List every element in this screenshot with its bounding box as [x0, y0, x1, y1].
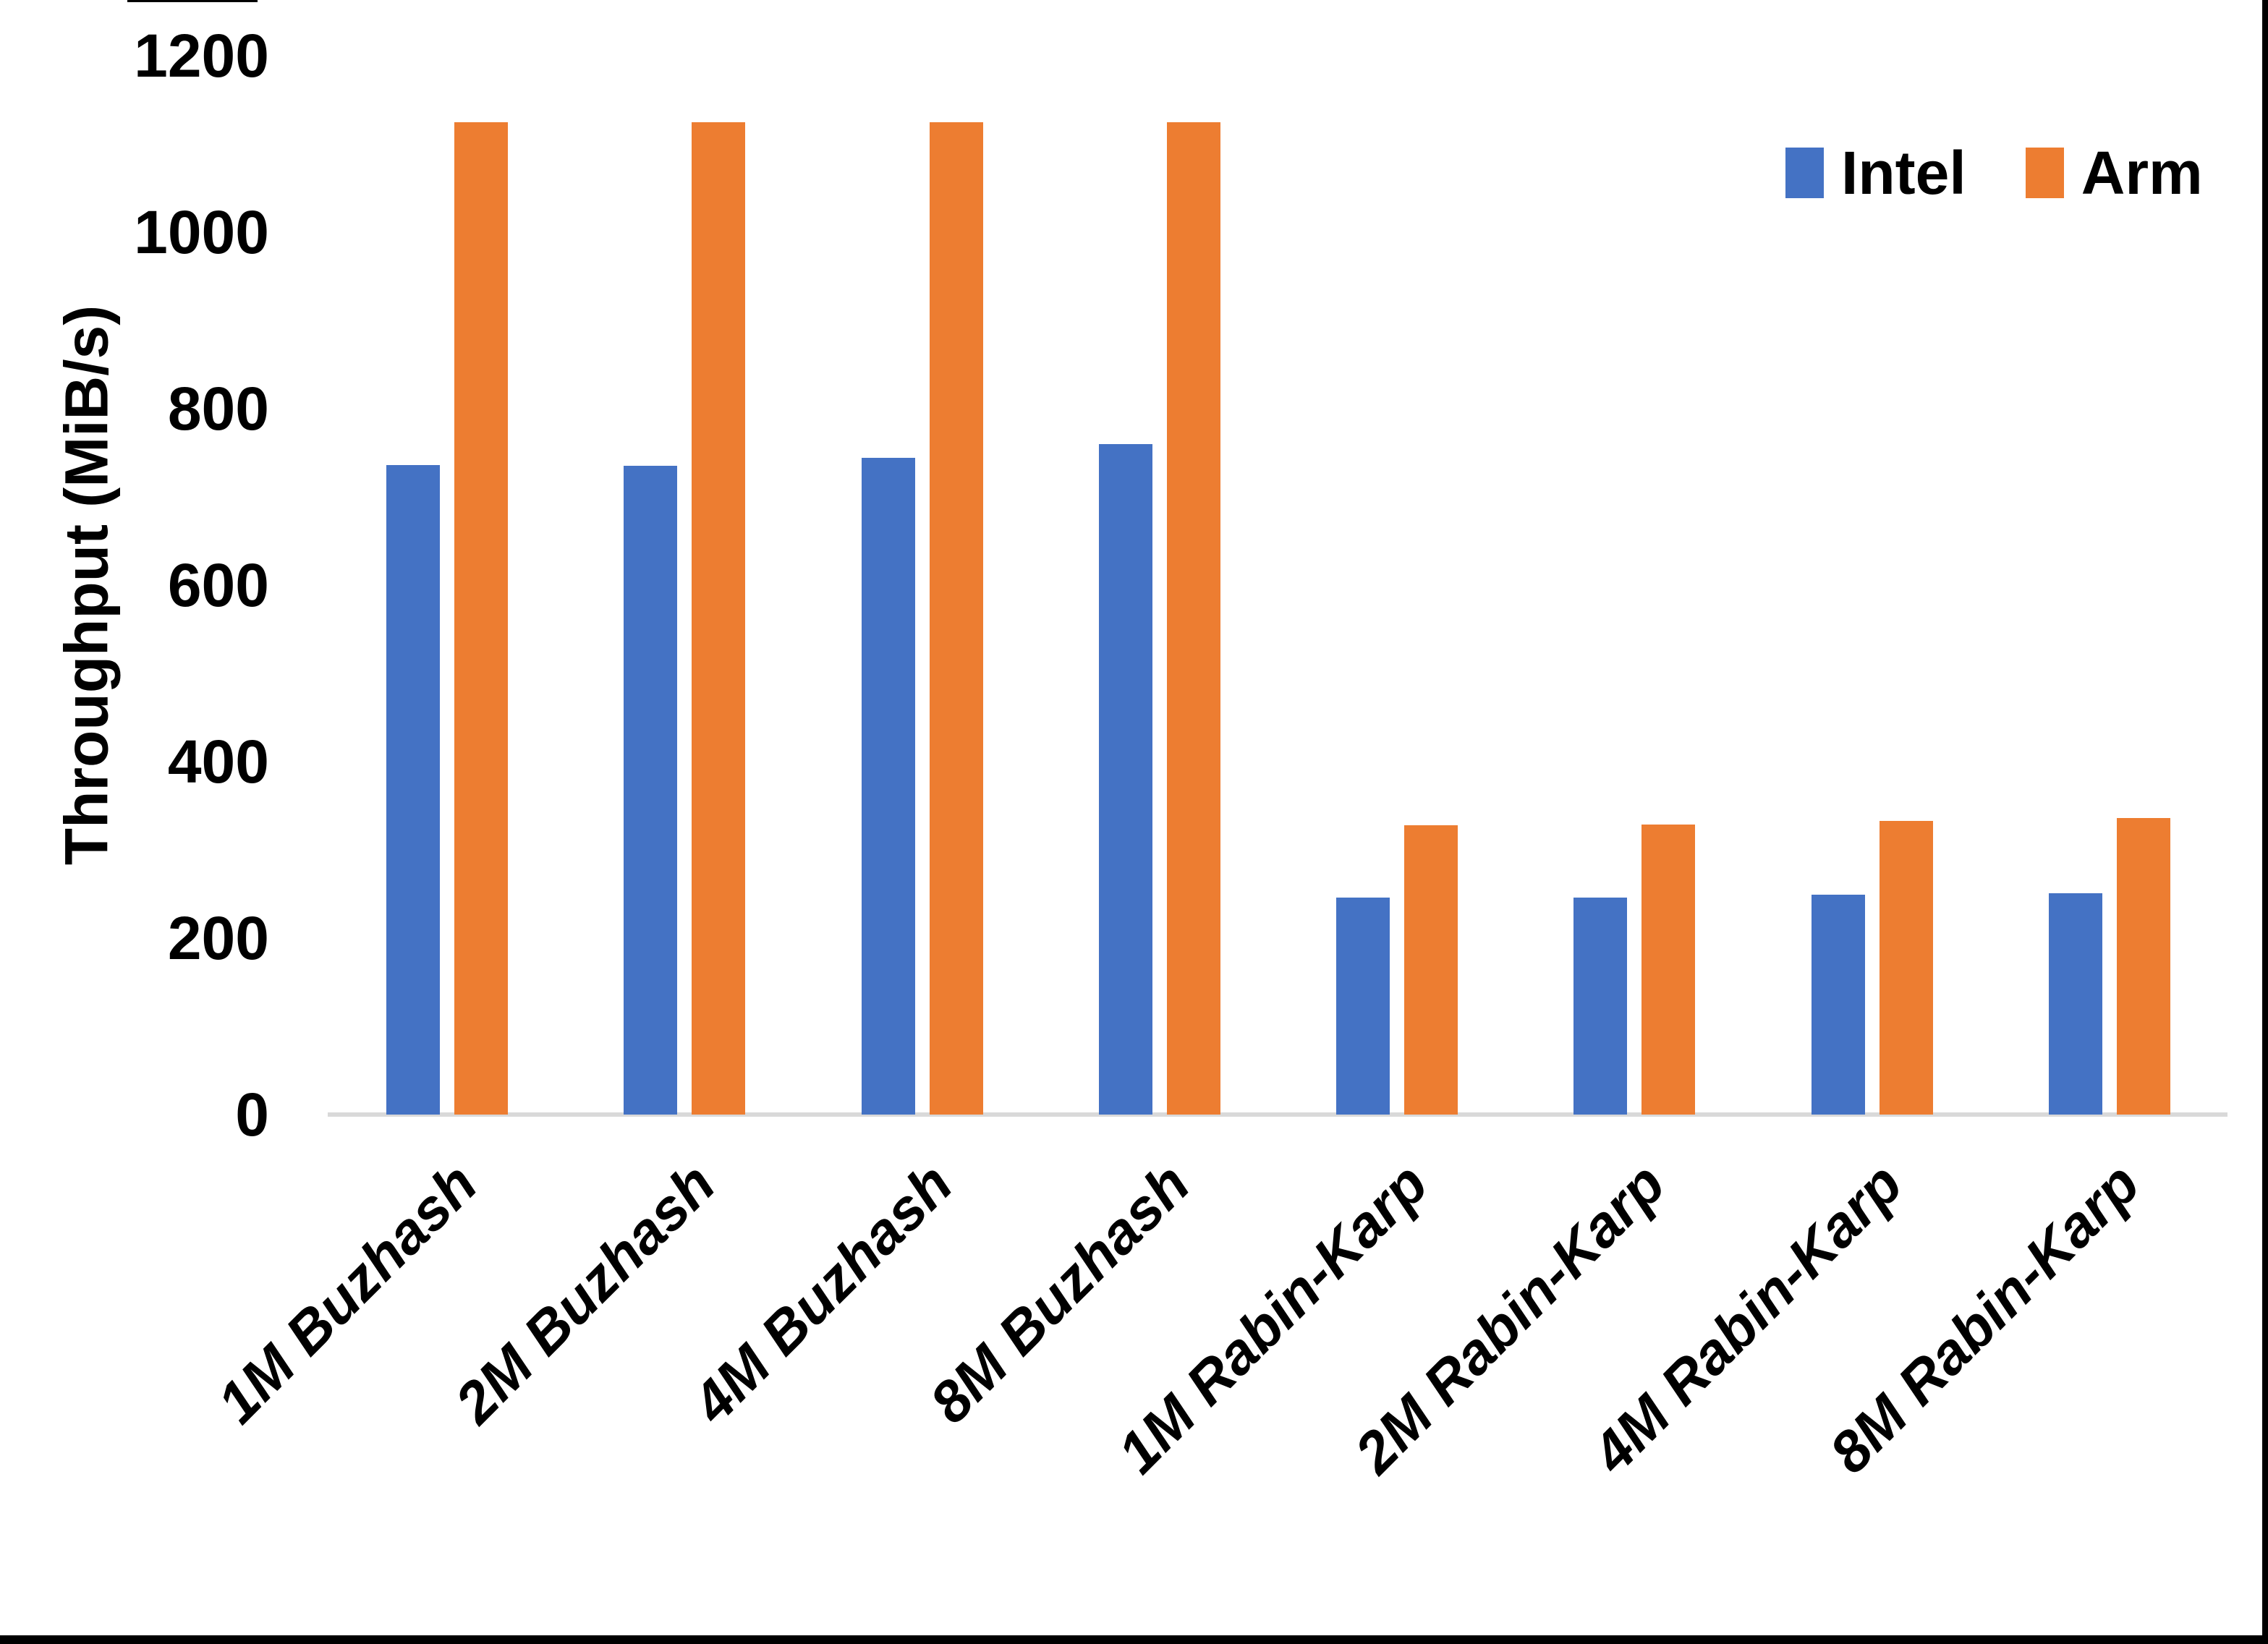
bar-intel-4m-rabin-karp: [1811, 895, 1865, 1115]
bar-arm-1m-buzhash: [454, 122, 508, 1115]
legend-item-arm: Arm: [2025, 139, 2203, 207]
bar-arm-2m-rabin-karp: [1641, 824, 1696, 1115]
legend-swatch-arm: [2025, 148, 2064, 198]
bar-intel-1m-buzhash: [386, 465, 440, 1115]
y-tick-label-400: 400: [167, 728, 269, 796]
legend: Intel Arm: [1785, 142, 2203, 203]
y-tick-label-600: 600: [167, 551, 269, 619]
bar-intel-1m-rabin-karp: [1336, 897, 1390, 1115]
y-tick-label-1000: 1000: [134, 198, 269, 266]
bar-intel-4m-buzhash: [861, 458, 915, 1115]
bar-intel-8m-buzhash: [1098, 443, 1152, 1115]
frame-top-edge: [127, 0, 258, 2]
bar-arm-4m-buzhash: [929, 122, 983, 1115]
bar-arm-8m-buzhash: [1166, 122, 1220, 1115]
bar-intel-8m-rabin-karp: [2048, 893, 2102, 1115]
bar-arm-2m-buzhash: [692, 122, 746, 1115]
plot-area: [328, 56, 2227, 1117]
y-tick-label-0: 0: [235, 1081, 269, 1149]
bar-intel-2m-rabin-karp: [1573, 897, 1628, 1115]
y-tick-label-200: 200: [167, 904, 269, 972]
bar-arm-4m-rabin-karp: [1879, 820, 1933, 1115]
legend-label-intel: Intel: [1841, 139, 1966, 207]
legend-swatch-intel: [1785, 148, 1824, 198]
bar-arm-8m-rabin-karp: [2116, 818, 2170, 1115]
frame-bottom-edge: [0, 1635, 2268, 1644]
legend-item-intel: Intel: [1785, 142, 1966, 203]
bar-intel-2m-buzhash: [624, 466, 678, 1115]
y-tick-label-800: 800: [167, 375, 269, 443]
x-axis-line: [328, 1112, 2227, 1117]
y-tick-label-1200: 1200: [134, 22, 269, 90]
legend-label-arm: Arm: [2081, 139, 2203, 207]
bar-arm-1m-rabin-karp: [1404, 825, 1458, 1115]
frame-right-edge: [2262, 0, 2268, 1644]
